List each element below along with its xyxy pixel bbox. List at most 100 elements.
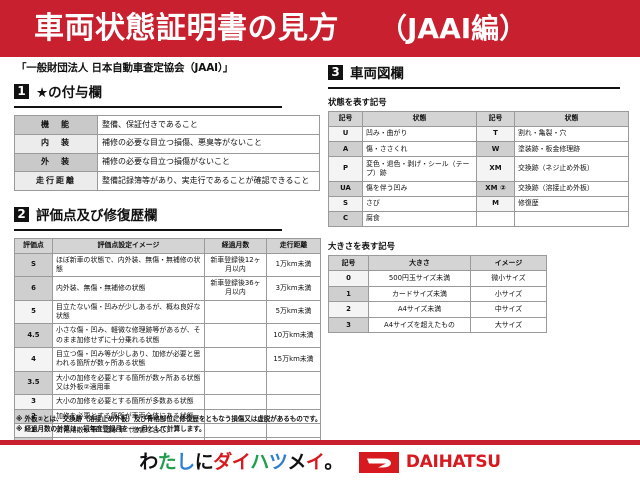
cell-image: 大サイズ (470, 316, 547, 334)
cell-score: 2 (14, 408, 53, 424)
section1-rule (14, 106, 282, 108)
cell-image: 中サイズ (470, 301, 547, 318)
section2-title: 評価点及び修復歴欄 (36, 208, 158, 225)
cell-distance (266, 370, 321, 396)
cell-state: 割れ・亀裂・穴 (514, 126, 629, 143)
footnote-2: ※ 経過月数の計算は、初年度登録月を一ヶ月として計算します。 (16, 425, 206, 434)
cell-score: 6 (14, 276, 53, 301)
cell-size: A4サイズ未満 (368, 301, 471, 318)
table-row: 0 500円玉サイズ未満 微小サイズ (328, 270, 547, 287)
cell-image: 小サイズ (470, 285, 547, 303)
tagline-char: た (157, 451, 177, 473)
table-row: 外 装 補修の必要な目立つ損傷がないこと (14, 152, 320, 173)
cell-state: さび (362, 195, 477, 212)
state-symbols-caption: 状態を表す記号 (328, 97, 387, 107)
cell-score: 3.5 (14, 370, 53, 396)
cell-distance: 3万km未満 (266, 276, 321, 301)
brand-tagline: わ た し に ダ イ ハ ツ メ イ 。 (139, 453, 343, 472)
cell-months: 新車登録後12ヶ月以内 (204, 252, 267, 278)
brand-wordmark: DAIHATSU (405, 452, 501, 472)
cell-state: 傷・ささくれ (362, 141, 477, 158)
cell-symbol: XM ② (476, 180, 515, 197)
left-column: 「一般財団法人 日本自動車査定協会（JAAI）」 1 ★の付与欄 機 能 整備、… (14, 60, 321, 453)
section1-title: ★の付与欄 (36, 85, 103, 101)
cell-symbol: 2 (328, 301, 369, 318)
table-header-row: 記号 大きさ イメージ (328, 254, 547, 272)
cell-distance (266, 394, 321, 410)
cell-state: 腐食 (362, 210, 477, 227)
table-row: 3.5 大小の加修を必要とする箇所が数ヶ所ある状態又は外板②適用車 (14, 370, 321, 396)
table-row: 6 内外装、無傷・無補修の状態 新車登録後36ヶ月以内 3万km未満 (14, 276, 321, 301)
cell-symbol (476, 210, 515, 227)
tagline-char: イ (305, 451, 325, 473)
cell-symbol: XM (476, 156, 515, 182)
row-text: 補修の必要な目立つ損傷、悪臭等がないこと (97, 133, 320, 154)
cell-distance: 15万km未満 (266, 347, 321, 372)
section2-number: 2 (14, 206, 29, 222)
cell-image: 微小サイズ (470, 270, 547, 287)
tagline-char: メ (287, 451, 306, 473)
page-title-suffix: （JAAI編） (379, 11, 528, 45)
column-header-symbol: 記号 (328, 254, 369, 272)
table-row: 4 目立つ傷・凹み等が少しあり、加修が必要と思われる箇所が数ヶ所ある状態 15万… (14, 347, 321, 372)
tagline-char: イ (231, 451, 251, 473)
table-row: 3 大小の加修を必要とする箇所が多数ある状態 (14, 394, 321, 410)
cell-state: 変色・退色・剥げ・シール（テープ）跡 (362, 156, 477, 182)
section3-rule (328, 87, 620, 89)
table-row: P 変色・退色・剥げ・シール（テープ）跡 XM 交換跡（ネジ止め外板） (328, 156, 629, 182)
cell-size: A4サイズを超えたもの (368, 316, 471, 334)
title-banner: 車両状態証明書の見方 （JAAI編） (0, 0, 640, 57)
cell-size: 500円玉サイズ未満 (368, 270, 471, 287)
column-header-image: 評価点設定イメージ (52, 238, 205, 254)
tagline-char: わ (139, 451, 158, 473)
table-row: 機 能 整備、保証付きであること (14, 115, 320, 135)
cell-distance: 10万km未満 (266, 323, 321, 348)
table-row: 1 消化用散水車・冠水車（塩害を含む） (14, 422, 321, 439)
row-text: 整備、保証付きであること (97, 115, 320, 135)
table-row: S ほぼ新車の状態で、内外装、無傷・無補修の状態 新車登録後12ヶ月以内 1万k… (14, 252, 321, 278)
cell-state: 凹み・曲がり (362, 126, 477, 143)
table-row: U 凹み・曲がり T 割れ・亀裂・穴 (328, 126, 629, 143)
cell-symbol: W (476, 141, 515, 158)
daihatsu-logo: DAIHATSU (358, 452, 501, 473)
cell-months (204, 323, 267, 348)
cell-image: 小さな傷・凹み、軽微な修理跡等があるが、そのまま加修せずに十分乗れる状態 (52, 323, 205, 348)
table-row: 内 装 補修の必要な目立つ損傷、悪臭等がないこと (14, 133, 320, 154)
table-header-row: 記号 状態 記号 状態 (328, 110, 629, 128)
daihatsu-mark-icon (358, 452, 399, 473)
column-header-image: イメージ (470, 254, 547, 272)
column-header-symbol-b: 記号 (476, 110, 515, 128)
cell-image: 大小の加修を必要とする箇所が多数ある状態 (52, 394, 205, 410)
association-line: 「一般財団法人 日本自動車査定協会（JAAI）」 (16, 62, 234, 74)
table-row: 5 目立たない傷・凹みが少しあるが、概ね良好な状態 5万km未満 (14, 299, 321, 325)
table-row: 4.5 小さな傷・凹み、軽微な修理跡等があるが、そのまま加修せずに十分乗れる状態… (14, 323, 321, 348)
cell-months (204, 299, 267, 325)
table-row: 1 カードサイズ未満 小サイズ (328, 285, 547, 303)
cell-symbol: 1 (328, 285, 369, 303)
cell-symbol: UA (328, 180, 363, 197)
cell-image: 内外装、無傷・無補修の状態 (52, 276, 205, 301)
cell-symbol: T (476, 126, 515, 143)
section2-heading: 2 評価点及び修復歴欄 (14, 204, 320, 224)
page-title: 車両状態証明書の見方 (34, 10, 339, 46)
cell-image: ほぼ新車の状態で、内外装、無傷・無補修の状態 (52, 252, 205, 278)
column-header-state-b: 状態 (514, 110, 629, 128)
size-symbols-table: 記号 大きさ イメージ 0 500円玉サイズ未満 微小サイズ 1 カードサイズ未… (328, 254, 547, 334)
cell-score: 5 (14, 299, 53, 325)
cell-state: 交換跡（ネジ止め外板） (514, 156, 629, 182)
section3-title: 車両図欄 (350, 66, 404, 82)
cell-months: 新車登録後36ヶ月以内 (204, 276, 267, 301)
cell-symbol: M (476, 195, 515, 212)
tagline-char: ハ (250, 451, 269, 473)
cell-state: 交換跡（溶接止め外板） (514, 180, 629, 197)
bottom-red-bar (0, 440, 640, 445)
table-row: UA 傷を伴う凹み XM ② 交換跡（溶接止め外板） (328, 180, 629, 197)
cell-image: 目立つ傷・凹み等が少しあり、加修が必要と思われる箇所が数ヶ所ある状態 (52, 347, 205, 372)
cell-symbol: 0 (328, 270, 369, 287)
column-header-months: 経過月数 (204, 238, 267, 254)
cell-state: 修復歴 (514, 195, 629, 212)
cell-state: 傷を伴う凹み (362, 180, 477, 197)
column-header-size: 大きさ (368, 254, 471, 272)
section1-number: 1 (14, 83, 29, 99)
